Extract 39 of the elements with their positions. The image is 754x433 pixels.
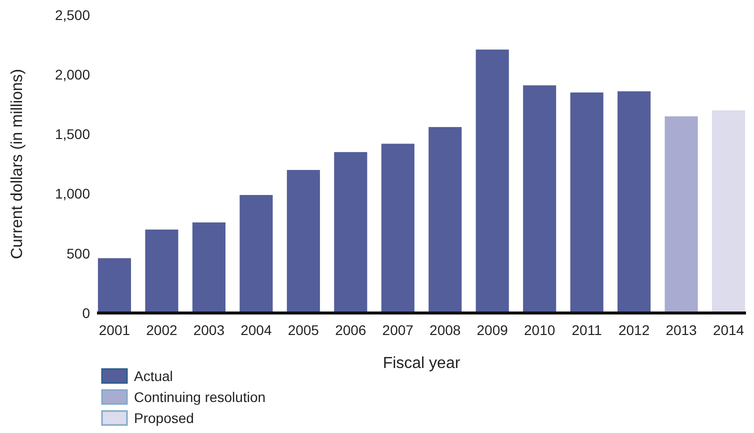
- y-tick-label: 500: [66, 245, 90, 262]
- bar: [428, 127, 462, 313]
- bar: [286, 170, 320, 313]
- bar: [664, 116, 698, 313]
- bar: [240, 194, 273, 313]
- legend-label: Proposed: [134, 410, 194, 426]
- bar: [523, 85, 556, 313]
- x-tick-label: 2007: [382, 322, 414, 338]
- y-tick-label: 2,500: [54, 6, 90, 23]
- bar: [570, 92, 604, 313]
- bar: [145, 230, 178, 313]
- x-tick-label: 2006: [335, 322, 366, 338]
- x-axis-title: Fiscal year: [382, 355, 461, 372]
- y-tick-label: 2,000: [54, 66, 90, 82]
- x-tick-label: 2003: [193, 322, 225, 338]
- legend-label: Actual: [134, 368, 173, 384]
- x-tick-label: 2013: [666, 322, 698, 338]
- bar: [98, 258, 132, 313]
- bar: [712, 110, 746, 313]
- x-tick-label: 2012: [618, 322, 650, 338]
- x-tick-label: 2005: [288, 322, 320, 338]
- x-tick-label: 2009: [476, 322, 508, 338]
- bar: [192, 222, 226, 313]
- bar: [334, 152, 368, 313]
- x-tick-label: 2014: [712, 322, 744, 338]
- x-tick-label: 2004: [240, 322, 272, 338]
- x-tick-label: 2001: [98, 322, 130, 338]
- x-tick-label: 2002: [146, 322, 178, 338]
- bar: [618, 91, 651, 313]
- y-axis-title: Current dollars (in millions): [9, 68, 26, 260]
- legend-label: Continuing resolution: [134, 389, 266, 405]
- y-tick-label: 1,500: [54, 126, 90, 142]
- bar: [476, 50, 509, 313]
- x-tick-label: 2008: [430, 322, 461, 338]
- y-tick-label: 1,000: [54, 186, 90, 202]
- bar: [381, 144, 414, 313]
- y-tick-label: 0: [82, 304, 90, 321]
- x-tick-label: 2011: [572, 322, 602, 338]
- x-tick-label: 2010: [524, 322, 556, 338]
